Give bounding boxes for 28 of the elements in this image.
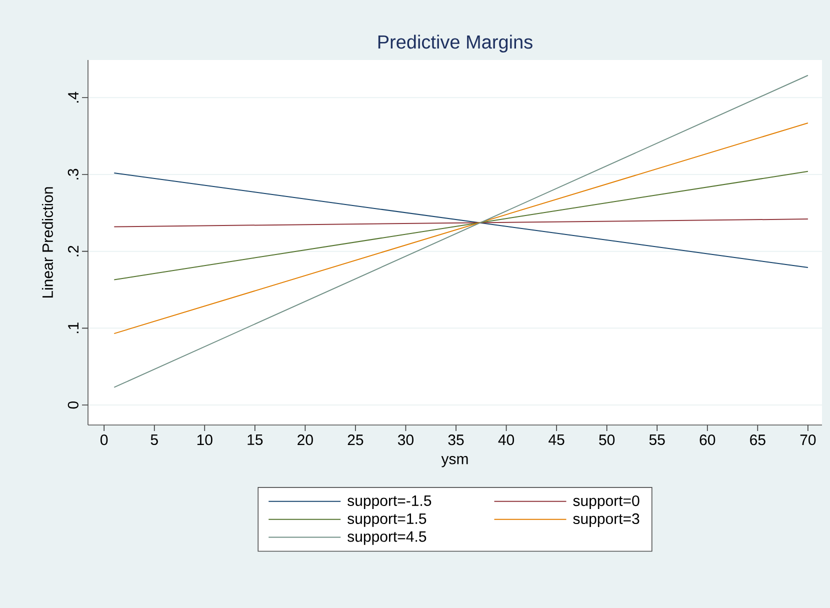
x-tick-label: 30 bbox=[398, 434, 414, 446]
x-tick-label: 60 bbox=[700, 434, 716, 446]
y-tick-label: .2 bbox=[68, 246, 78, 256]
x-tick-label: 5 bbox=[150, 434, 158, 445]
legend-label: support=-1.5 bbox=[348, 496, 432, 509]
x-tick-label: 45 bbox=[548, 434, 564, 445]
y-tick-label: .4 bbox=[68, 92, 78, 103]
legend-label: support=0 bbox=[573, 495, 640, 510]
x-tick-label: 15 bbox=[248, 434, 263, 445]
x-tick-label: 10 bbox=[197, 434, 212, 446]
legend-label: support=1.5 bbox=[348, 514, 426, 527]
x-tick-label: 50 bbox=[599, 434, 615, 446]
x-tick-label: 0 bbox=[100, 434, 108, 446]
x-tick-label: 35 bbox=[448, 434, 464, 446]
x-tick-label: 65 bbox=[750, 434, 766, 446]
x-tick-label: 40 bbox=[498, 434, 514, 446]
x-axis-title: ysm bbox=[441, 456, 468, 468]
y-tick-label: .3 bbox=[68, 168, 78, 180]
x-tick-label: 20 bbox=[298, 434, 313, 446]
x-tick-label: 70 bbox=[800, 434, 816, 446]
y-tick-label: .1 bbox=[68, 322, 78, 334]
x-tick-label: 55 bbox=[649, 434, 665, 445]
y-axis-title: Linear Prediction bbox=[42, 187, 53, 298]
legend-label: support=3 bbox=[573, 513, 640, 527]
chart-title: Predictive Margins bbox=[378, 34, 532, 52]
legend-label: support=4.5 bbox=[348, 531, 426, 545]
x-tick-label: 25 bbox=[348, 434, 364, 446]
y-tick-label: 0 bbox=[68, 401, 78, 409]
